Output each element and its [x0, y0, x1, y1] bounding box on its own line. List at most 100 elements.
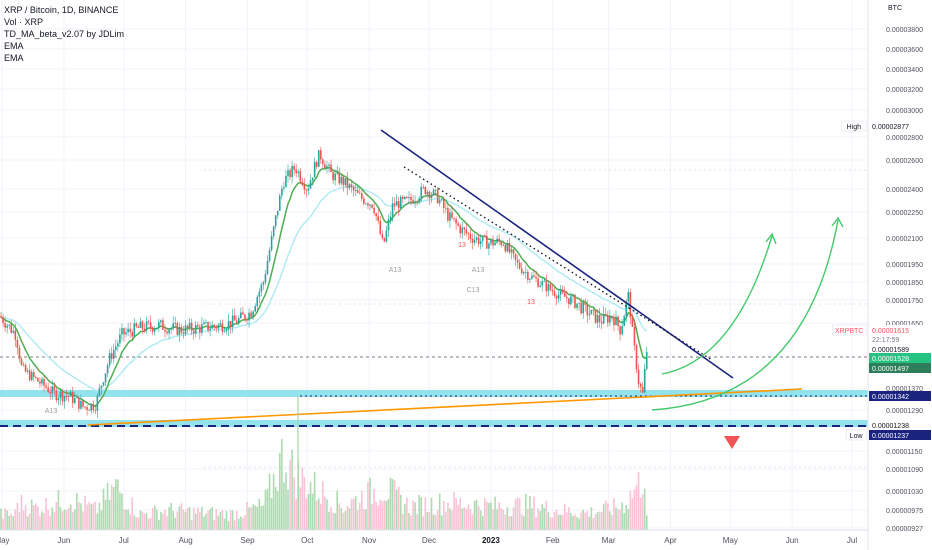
- candle-body: [246, 319, 248, 321]
- candle-body: [35, 376, 37, 378]
- volume-bar: [426, 512, 429, 530]
- volume-bar: [393, 480, 396, 530]
- candle-body: [404, 196, 406, 199]
- candle-body: [545, 280, 548, 292]
- volume-bar: [600, 512, 603, 530]
- candle-body: [143, 328, 146, 331]
- volume-bar: [619, 509, 621, 530]
- volume-bar: [211, 506, 213, 530]
- candle-body: [475, 237, 478, 240]
- x-tick-label: May: [0, 536, 10, 545]
- candle-body: [324, 164, 326, 169]
- candle-body: [340, 176, 343, 184]
- price-axis[interactable]: 0.00003800 0.00003600 0.00003400 0.00003200…: [832, 0, 931, 550]
- symbol-title[interactable]: XRP / Bitcoin, 1D, BINANCE: [4, 5, 119, 15]
- candle-body: [510, 249, 513, 253]
- projection-arrowhead-1: [765, 232, 777, 245]
- candle-body: [529, 278, 531, 280]
- price-value-label: 0.00001528: [872, 356, 909, 363]
- volume-bar: [221, 510, 224, 530]
- volume-bar: [615, 507, 617, 530]
- ema-indicator-label-2[interactable]: EMA: [4, 53, 24, 63]
- volume-bar: [438, 493, 441, 530]
- volume-bar: [192, 507, 195, 530]
- y-tick-label: 0.00003400: [886, 67, 923, 74]
- candle-body: [633, 326, 636, 345]
- drawings[interactable]: [87, 129, 844, 530]
- volume-bar: [361, 490, 363, 530]
- volume-bar: [205, 513, 207, 530]
- volume-bar: [607, 503, 609, 530]
- candle-body: [607, 315, 609, 323]
- candle-body: [348, 184, 351, 188]
- volume-bar: [389, 477, 392, 530]
- candle-body: [516, 259, 519, 263]
- volume-bar: [4, 508, 6, 530]
- candle-body: [416, 201, 418, 203]
- volume-bar: [512, 507, 515, 530]
- volume-bar: [8, 515, 10, 530]
- candle-body: [408, 196, 410, 198]
- ema-slow-line: [0, 186, 648, 392]
- candle-body: [33, 372, 35, 377]
- candle-body: [645, 352, 648, 369]
- volume-bar: [520, 514, 523, 530]
- candle-body: [490, 239, 492, 244]
- volume-bar: [418, 495, 420, 530]
- volume-bar: [143, 513, 146, 530]
- volume-bar: [299, 487, 302, 530]
- candle-body: [106, 365, 109, 374]
- candle-body: [346, 178, 349, 188]
- candle-body: [432, 189, 435, 195]
- volume-bar: [28, 513, 31, 530]
- volume-bar: [190, 519, 193, 530]
- candle-body: [205, 321, 207, 323]
- candle-body: [369, 204, 371, 206]
- candle-body: [463, 227, 466, 230]
- candle-body: [486, 235, 488, 249]
- volume-bar: [486, 501, 488, 530]
- y-tick-label: 0.00003200: [886, 87, 923, 94]
- candle-body: [94, 410, 97, 411]
- candle-body: [541, 281, 543, 286]
- candle-body: [354, 190, 357, 191]
- candle-body: [184, 325, 187, 335]
- candle-body: [213, 324, 215, 327]
- volume-bar: [231, 510, 234, 530]
- volume-indicator-label[interactable]: Vol · XRP: [4, 17, 44, 27]
- candle-body: [412, 200, 414, 204]
- volume-bar: [338, 503, 341, 530]
- volume-bar: [47, 510, 49, 530]
- candle-body: [563, 292, 566, 297]
- volume-bar: [129, 514, 131, 530]
- time-axis[interactable]: May Jun Jul Aug Sep Oct Nov Dec 2023 Feb Mar Apr May…: [0, 529, 868, 545]
- ema-indicator-label[interactable]: EMA: [4, 41, 24, 51]
- candle-body: [418, 198, 420, 202]
- candle-body: [342, 176, 345, 185]
- volume-bar: [219, 511, 222, 530]
- support-band: [0, 390, 868, 397]
- volume-bar: [80, 503, 82, 530]
- volume-bar: [41, 511, 43, 530]
- volume-bar: [352, 498, 355, 530]
- dotted-trend-line: [403, 166, 713, 361]
- volume-bar: [383, 500, 386, 530]
- td-ma-indicator-label[interactable]: TD_MA_beta_v2.07 by JDLim: [4, 29, 125, 39]
- volume-bar: [641, 494, 644, 530]
- volume-bar: [461, 508, 464, 530]
- candle-body: [139, 321, 142, 328]
- candle-body: [8, 324, 10, 326]
- volume-bar: [459, 497, 461, 530]
- candle-body: [313, 161, 316, 178]
- candle-body: [502, 245, 505, 246]
- volume-bar: [563, 503, 566, 530]
- volume-bar: [317, 498, 320, 530]
- volume-bar: [516, 497, 519, 530]
- volume-bar: [633, 489, 636, 530]
- td-label: 13: [458, 242, 466, 249]
- volume-bar: [445, 511, 447, 530]
- volume-bar: [227, 521, 230, 530]
- volume-bar: [326, 499, 328, 530]
- candle-body: [479, 240, 482, 245]
